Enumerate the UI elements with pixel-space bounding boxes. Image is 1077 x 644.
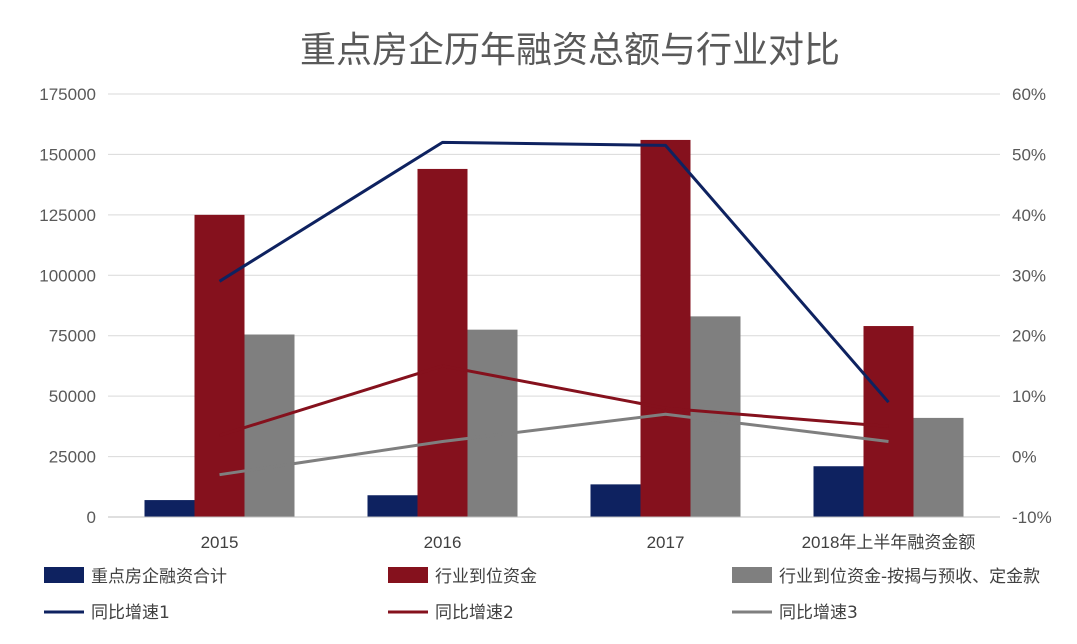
right-axis-ticks: -10% 0% 10% 20% 30% 40% 50% 60%: [1012, 85, 1052, 527]
legend-label: 同比增速3: [779, 603, 858, 623]
legend-swatch: [388, 567, 428, 583]
category-labels: 2015 2016 2017 2018年上半年融资金额: [201, 533, 976, 552]
bar-3-2016: [467, 329, 518, 517]
line-series-2: [219, 364, 889, 437]
right-tick-label: 50%: [1012, 145, 1046, 164]
legend-label: 行业到位资金: [435, 567, 537, 587]
legend-item-line-3: 同比增速3: [732, 603, 858, 623]
line-series-3: [219, 412, 889, 477]
legend-swatch: [732, 567, 772, 583]
legend-swatch: [44, 567, 84, 583]
legend-item-bar-2: 行业到位资金: [388, 567, 537, 587]
legend-item-bar-1: 重点房企融资合计: [44, 567, 227, 587]
bar-2-2018年上半年融资金额: [863, 326, 914, 517]
lines: [218, 140, 890, 477]
category-label: 2015: [201, 533, 239, 552]
left-tick-label: 50000: [49, 387, 96, 406]
left-tick-label: 0: [87, 508, 96, 527]
right-tick-label: 60%: [1012, 85, 1046, 104]
legend-item-bar-3: 行业到位资金-按揭与预收、定金款: [732, 567, 1040, 587]
left-tick-label: 125000: [39, 206, 96, 225]
legend-label: 重点房企融资合计: [91, 567, 227, 587]
right-tick-label: 20%: [1012, 327, 1046, 346]
category-label: 2017: [647, 533, 685, 552]
left-tick-label: 75000: [49, 327, 96, 346]
legend-item-line-2: 同比增速2: [388, 603, 514, 623]
bar-3-2017: [690, 316, 741, 517]
legend-label: 行业到位资金-按揭与预收、定金款: [779, 567, 1040, 587]
right-tick-label: 40%: [1012, 206, 1046, 225]
bar-1-2016: [367, 495, 418, 517]
left-tick-label: 175000: [39, 85, 96, 104]
legend-label: 同比增速1: [91, 603, 170, 623]
bar-2-2017: [640, 139, 691, 517]
category-label: 2018年上半年融资金额: [802, 533, 976, 552]
bar-1-2018年上半年融资金额: [813, 466, 864, 517]
bar-2-2015: [194, 214, 245, 517]
legend-item-line-1: 同比增速1: [44, 603, 170, 623]
right-tick-label: 0%: [1012, 448, 1037, 467]
left-tick-label: 150000: [39, 145, 96, 164]
right-tick-label: 10%: [1012, 387, 1046, 406]
left-axis-ticks: 0 25000 50000 75000 100000 125000 150000 175000: [39, 85, 96, 527]
chart-title: 重点房企历年融资总额与行业对比: [300, 30, 840, 71]
bar-3-2018年上半年融资金额: [913, 417, 964, 517]
right-tick-label: -10%: [1012, 508, 1052, 527]
line-series-1: [218, 140, 890, 404]
bar-1-2015: [144, 500, 195, 517]
right-tick-label: 30%: [1012, 266, 1046, 285]
category-label: 2016: [424, 533, 462, 552]
left-tick-label: 25000: [49, 448, 96, 467]
legend-label: 同比增速2: [435, 603, 514, 623]
left-tick-label: 100000: [39, 266, 96, 285]
bars: [144, 139, 964, 517]
bar-2-2016: [417, 168, 468, 517]
bar-1-2017: [590, 484, 641, 517]
